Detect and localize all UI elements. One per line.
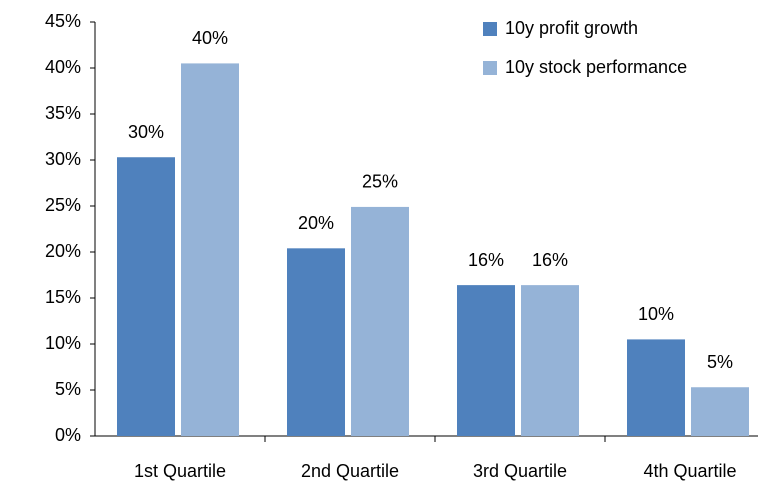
- value-label: 30%: [128, 122, 164, 142]
- value-label: 40%: [192, 28, 228, 48]
- bar: [691, 387, 749, 436]
- legend-label: 10y profit growth: [505, 18, 638, 38]
- y-tick-label: 5%: [55, 379, 81, 399]
- value-label: 16%: [468, 250, 504, 270]
- bar: [117, 157, 175, 437]
- y-tick-label: 10%: [45, 333, 81, 353]
- bar: [457, 285, 515, 436]
- x-tick-label: 1st Quartile: [134, 461, 226, 481]
- bar: [181, 63, 239, 437]
- y-tick-label: 15%: [45, 287, 81, 307]
- y-tick-label: 25%: [45, 195, 81, 215]
- y-tick-label: 20%: [45, 241, 81, 261]
- x-tick-label: 4th Quartile: [643, 461, 736, 481]
- value-label: 16%: [532, 250, 568, 270]
- bar: [521, 285, 579, 436]
- y-tick-label: 0%: [55, 425, 81, 445]
- value-label: 10%: [638, 304, 674, 324]
- value-label: 5%: [707, 352, 733, 372]
- value-label: 20%: [298, 213, 334, 233]
- y-tick-label: 35%: [45, 103, 81, 123]
- y-tick-label: 45%: [45, 11, 81, 31]
- x-tick-label: 3rd Quartile: [473, 461, 567, 481]
- y-tick-label: 30%: [45, 149, 81, 169]
- legend-swatch: [483, 61, 497, 75]
- legend-label: 10y stock performance: [505, 57, 687, 77]
- bar: [287, 248, 345, 436]
- legend-swatch: [483, 22, 497, 36]
- bar: [627, 339, 685, 436]
- bar: [351, 206, 409, 436]
- x-tick-label: 2nd Quartile: [301, 461, 399, 481]
- value-label: 25%: [362, 172, 398, 192]
- y-tick-label: 40%: [45, 57, 81, 77]
